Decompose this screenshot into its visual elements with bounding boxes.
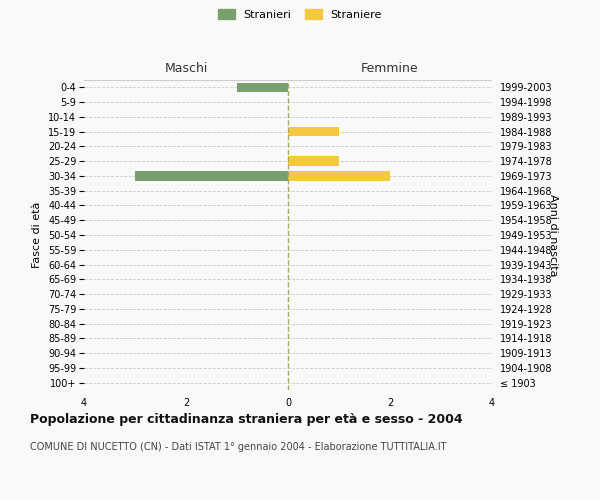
Legend: Stranieri, Straniere: Stranieri, Straniere — [215, 6, 385, 23]
Bar — [237, 82, 288, 92]
Bar — [288, 171, 390, 180]
Text: Popolazione per cittadinanza straniera per età e sesso - 2004: Popolazione per cittadinanza straniera p… — [30, 412, 463, 426]
Y-axis label: Fasce di età: Fasce di età — [32, 202, 43, 268]
Text: Femmine: Femmine — [361, 62, 419, 75]
Y-axis label: Anni di nascita: Anni di nascita — [548, 194, 558, 276]
Text: Maschi: Maschi — [164, 62, 208, 75]
Bar — [135, 171, 288, 180]
Text: COMUNE DI NUCETTO (CN) - Dati ISTAT 1° gennaio 2004 - Elaborazione TUTTITALIA.IT: COMUNE DI NUCETTO (CN) - Dati ISTAT 1° g… — [30, 442, 446, 452]
Bar — [288, 156, 339, 166]
Bar — [288, 127, 339, 136]
